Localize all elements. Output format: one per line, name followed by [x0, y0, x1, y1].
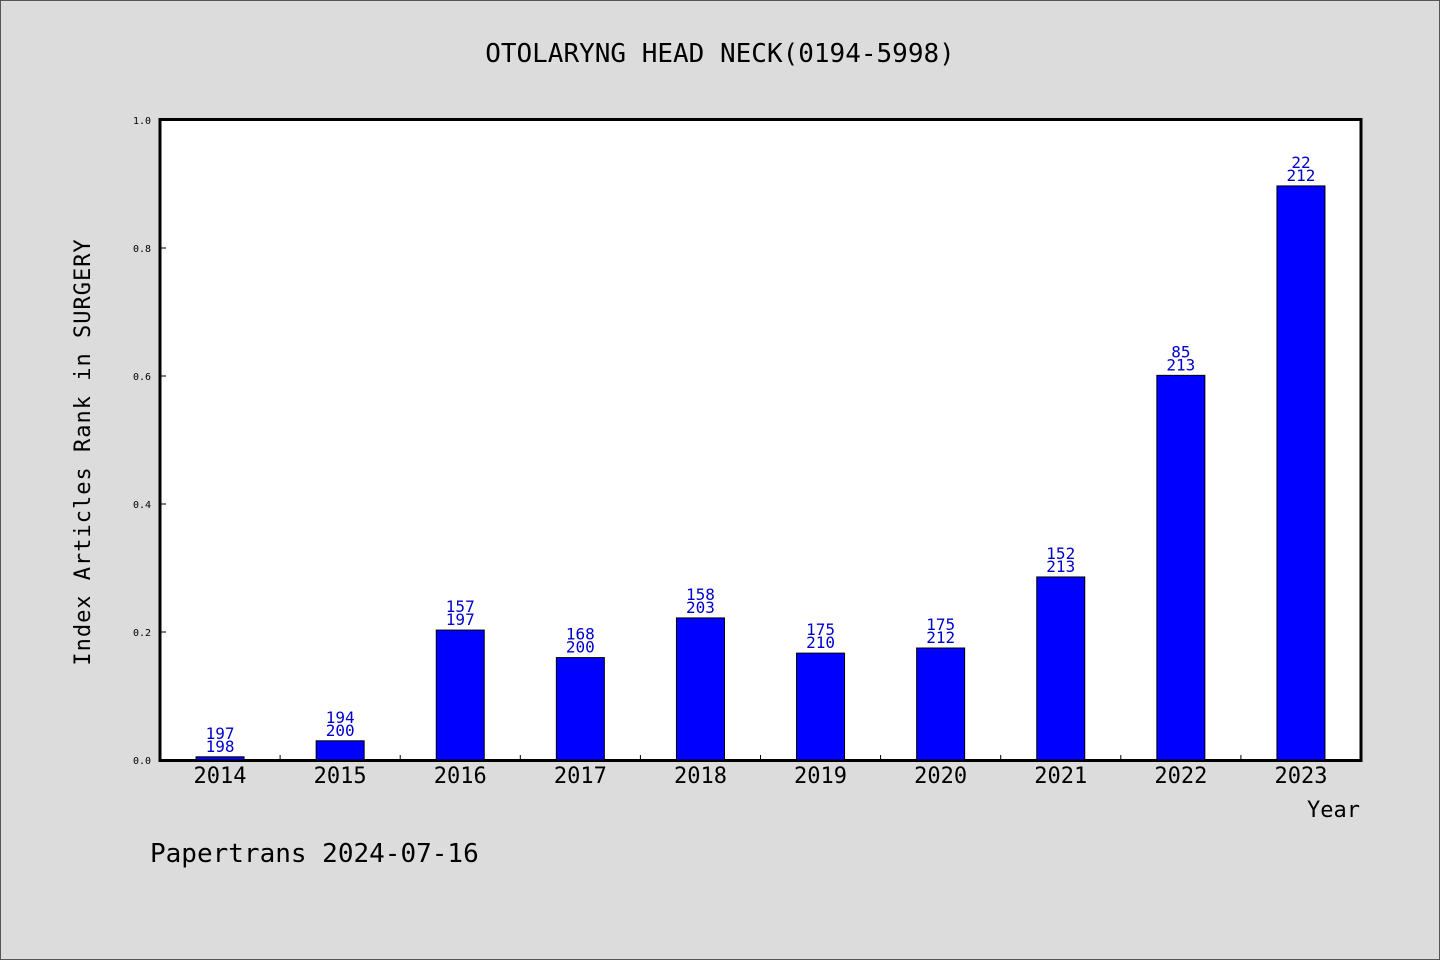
x-tick-label: 2020 [914, 764, 967, 789]
data-label-top: 168 [566, 625, 595, 644]
bars-group [195, 185, 1326, 761]
y-axis: 0.0 0.2 0.4 0.6 0.8 1.0 [133, 116, 166, 767]
data-label-top: 158 [686, 585, 715, 604]
data-label-bottom: 197 [446, 610, 475, 629]
y-tick-label: 0.6 [133, 372, 151, 383]
y-tick-label: 0.2 [133, 628, 151, 639]
footer-text: Papertrans 2024-07-16 [150, 839, 479, 869]
data-label-bottom: 198 [206, 737, 235, 756]
bar-2014 [195, 756, 245, 761]
data-label-bottom: 212 [1286, 166, 1315, 185]
data-label-top: 152 [1046, 544, 1075, 563]
data-label-bottom: 200 [326, 721, 355, 740]
x-tick-label: 2021 [1034, 764, 1087, 789]
chart-title: OTOLARYNG HEAD NECK(0194-5998) [485, 39, 955, 69]
x-tick-label: 2016 [434, 764, 487, 789]
bar-2015 [315, 740, 365, 761]
x-tick-label: 2014 [194, 764, 247, 789]
data-label-top: 197 [206, 724, 235, 743]
data-label-bottom: 200 [566, 638, 595, 657]
data-label-top: 22 [1291, 153, 1310, 172]
bar-2021 [1036, 576, 1086, 761]
bar-2020 [916, 647, 966, 761]
x-tick-label: 2023 [1274, 764, 1327, 789]
data-label-bottom: 213 [1166, 355, 1195, 374]
x-axis-label: Year [1307, 798, 1360, 823]
x-axis: 2014 2015 2016 2017 2018 2019 2020 2021 2022 2023 [194, 755, 1327, 789]
x-tick-label: 2017 [554, 764, 607, 789]
data-labels-group: 1971981942001571971682001582031752101752… [206, 153, 1316, 756]
bar-2016 [435, 629, 485, 761]
data-label-top: 175 [806, 620, 835, 639]
data-label-top: 175 [926, 615, 955, 634]
x-tick-label: 2015 [314, 764, 367, 789]
bar-2018 [675, 617, 725, 761]
x-tick-label: 2019 [794, 764, 847, 789]
bar-2022 [1156, 374, 1206, 761]
data-label-bottom: 212 [926, 628, 955, 647]
data-label-bottom: 213 [1046, 557, 1075, 576]
bar-2023 [1276, 185, 1326, 761]
y-tick-label: 0.0 [133, 756, 151, 767]
data-label-top: 157 [446, 597, 475, 616]
bar-2019 [796, 652, 846, 761]
data-label-top: 194 [326, 708, 355, 727]
data-label-top: 85 [1171, 342, 1190, 361]
x-tick-label: 2022 [1154, 764, 1207, 789]
data-label-bottom: 203 [686, 598, 715, 617]
y-tick-label: 0.4 [133, 500, 151, 511]
bar-2017 [555, 657, 605, 761]
data-label-bottom: 210 [806, 633, 835, 652]
y-tick-label: 0.8 [133, 244, 151, 255]
y-tick-label: 1.0 [133, 116, 151, 127]
y-axis-label: Index Articles Rank in SURGERY [71, 238, 96, 665]
x-tick-label: 2018 [674, 764, 727, 789]
